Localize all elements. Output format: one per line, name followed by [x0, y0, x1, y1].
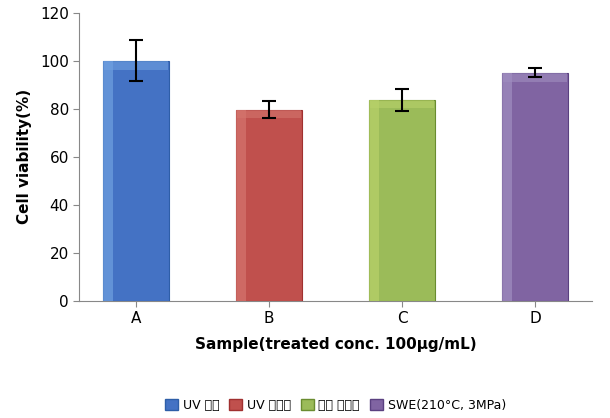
- Bar: [502, 73, 512, 301]
- Bar: [235, 110, 302, 301]
- Legend: UV 조사, UV 비조사, 열수 추출물, SWE(210°C, 3MPa): UV 조사, UV 비조사, 열수 추출물, SWE(210°C, 3MPa): [162, 395, 509, 416]
- Bar: [369, 100, 436, 301]
- Bar: [235, 110, 246, 301]
- Bar: [503, 73, 567, 82]
- Bar: [237, 110, 301, 117]
- X-axis label: Sample(treated conc. 100μg/mL): Sample(treated conc. 100μg/mL): [195, 337, 476, 352]
- Bar: [370, 100, 434, 108]
- Bar: [369, 100, 379, 301]
- Y-axis label: Cell viability(%): Cell viability(%): [16, 89, 32, 224]
- Bar: [102, 61, 169, 301]
- Bar: [502, 73, 569, 301]
- Bar: [104, 61, 168, 70]
- Bar: [102, 61, 113, 301]
